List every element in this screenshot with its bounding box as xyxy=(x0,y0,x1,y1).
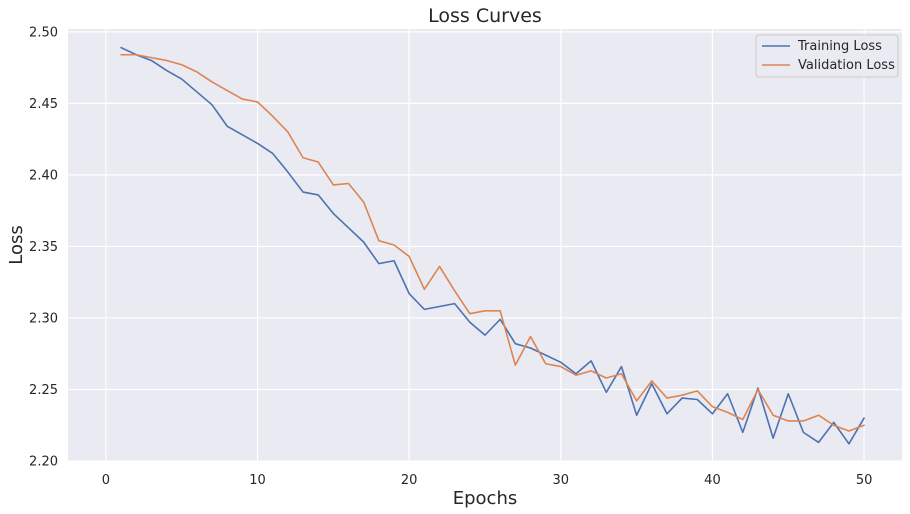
plot-background xyxy=(68,29,902,461)
y-tick-label: 2.40 xyxy=(29,168,58,183)
y-tick-label: 2.35 xyxy=(29,240,58,255)
x-tick-label: 50 xyxy=(856,473,873,488)
series-layer xyxy=(120,46,865,445)
training-loss-line xyxy=(120,46,865,445)
x-axis-title: Epochs xyxy=(453,488,518,509)
chart-title: Loss Curves xyxy=(428,5,542,27)
legend: Training Loss Validation Loss xyxy=(755,34,899,78)
x-tick-label: 20 xyxy=(401,473,418,488)
y-tick-label: 2.45 xyxy=(29,97,58,112)
x-tick-label: 10 xyxy=(249,473,266,488)
y-tick-label: 2.30 xyxy=(29,311,58,326)
validation-loss-line xyxy=(120,53,865,432)
grid-layer xyxy=(68,29,902,462)
legend-label-training: Training Loss xyxy=(797,39,882,54)
y-tick-label: 2.50 xyxy=(29,25,58,40)
y-axis-title: Loss xyxy=(6,225,27,264)
y-tick-label: 2.20 xyxy=(29,455,58,470)
y-tick-label: 2.25 xyxy=(29,383,58,398)
x-tick-label: 30 xyxy=(553,473,570,488)
legend-label-validation: Validation Loss xyxy=(798,58,895,73)
x-tick-label: 40 xyxy=(704,473,721,488)
tick-layer: 0 10 20 30 40 50 2.20 2.25 2.30 2.35 2.40 2.45 2.50 xyxy=(29,25,872,488)
legend-box xyxy=(755,34,899,78)
x-tick-label: 0 xyxy=(102,473,110,488)
